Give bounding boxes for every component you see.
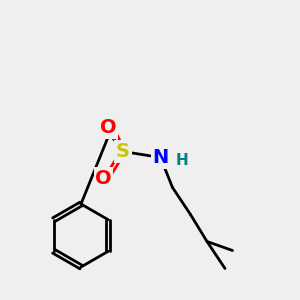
Text: O: O — [100, 118, 116, 137]
Text: O: O — [95, 169, 112, 188]
Text: S: S — [116, 142, 130, 161]
Text: N: N — [152, 148, 169, 167]
Text: H: H — [176, 153, 188, 168]
